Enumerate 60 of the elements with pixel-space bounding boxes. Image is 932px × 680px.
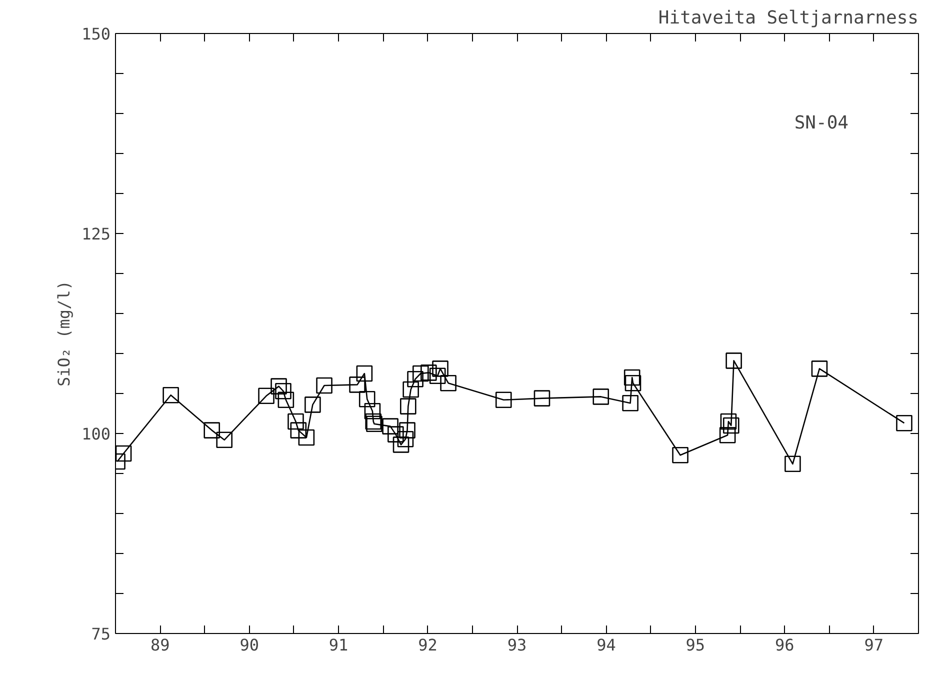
point [407, 370, 424, 388]
y-tick-label: 100 [82, 424, 111, 444]
point [440, 374, 456, 392]
point [896, 414, 912, 432]
y-tick-label: 150 [82, 24, 111, 44]
point [534, 390, 550, 406]
point [429, 368, 446, 384]
point [722, 417, 740, 434]
point [592, 388, 610, 405]
point [162, 386, 179, 404]
point [349, 376, 366, 393]
point [720, 413, 737, 430]
y-tick-label: 125 [82, 224, 111, 244]
point [400, 398, 416, 414]
point [288, 413, 304, 430]
point [811, 360, 828, 377]
point [298, 429, 315, 446]
point [275, 382, 292, 400]
point [258, 388, 274, 404]
point [204, 422, 220, 438]
x-tick-label: 97 [864, 636, 884, 654]
point [304, 396, 321, 413]
x-tick-label: 91 [328, 636, 348, 654]
x-tick-label: 92 [418, 636, 438, 654]
point [624, 369, 640, 386]
point [356, 365, 373, 382]
point [420, 364, 437, 381]
point [672, 446, 688, 464]
x-tick-label: 93 [507, 636, 527, 654]
x-tick-label: 95 [686, 636, 706, 654]
point [290, 422, 307, 438]
point [392, 436, 410, 453]
point [270, 378, 287, 394]
point [402, 381, 419, 398]
point [399, 422, 416, 438]
y-axis-title: SiO₂ (mg/l) [54, 280, 74, 386]
point [278, 392, 294, 408]
point [624, 374, 642, 392]
chart-title: Hitaveita Seltjarnarness [658, 8, 919, 28]
point [358, 390, 376, 408]
point [388, 426, 404, 442]
point [726, 352, 742, 369]
x-tick-label: 94 [596, 636, 616, 654]
point [397, 430, 414, 448]
x-tick-label: 96 [775, 636, 794, 654]
point [784, 456, 801, 472]
point [116, 445, 132, 462]
point [495, 392, 512, 408]
x-tick-label: 90 [240, 636, 259, 654]
point [719, 426, 736, 444]
point [364, 402, 381, 420]
point [382, 418, 398, 434]
point [316, 377, 332, 394]
x-tick-label: 89 [150, 636, 170, 654]
annotation: SN-04 [794, 112, 849, 134]
y-tick-label: 75 [91, 624, 110, 644]
point [412, 365, 429, 382]
point [216, 432, 232, 448]
point [622, 394, 638, 412]
point [432, 360, 448, 377]
